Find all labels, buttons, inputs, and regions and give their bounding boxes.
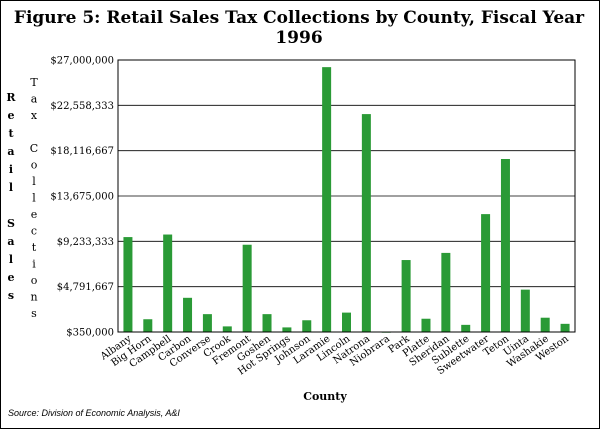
bars [123,67,570,333]
bar-weston [560,323,570,332]
axis-label-char: x [31,109,38,122]
axis-label-char: i [32,258,36,271]
axis-label-char: i [9,163,13,176]
bar-park [401,260,411,332]
bar-sweetwater [481,214,491,332]
plot-area [117,59,576,333]
axis-label-char: a [7,235,14,248]
axis-label-char: S [7,217,15,230]
axis-label-char: n [30,291,37,304]
bar-albany [123,237,133,332]
bar-fremont [242,244,252,332]
y-tick-label: $4,791,667 [57,282,114,293]
axis-label-char: e [8,109,15,122]
bar-platte [421,318,431,332]
bar-lincoln [342,312,351,332]
axis-label-char: c [31,225,37,238]
bar-hot-springs [282,327,292,332]
axis-label-char: t [32,241,37,254]
axis-label-char: s [8,289,14,302]
bar-uinta [520,289,530,332]
y-tick-label: $22,558,333 [50,101,114,112]
bar-washakie [540,317,550,332]
bar-sheridan [441,252,451,332]
y-tick-label: $9,233,333 [57,237,114,248]
axis-label-char: C [30,142,38,155]
y-tick-label: $27,000,000 [50,56,114,67]
x-axis-label: County [303,390,347,403]
axis-label-char: s [31,307,37,320]
bar-converse [202,314,212,332]
chart-title: Figure 5: Retail Sales Tax Collections b… [13,8,585,48]
axis-label-char: l [32,175,36,188]
bar-campbell [163,234,173,332]
bar-sublette [461,324,471,332]
axis-label-char: a [7,145,14,158]
bar-carbon [183,297,193,332]
y-tick-label: $350,000 [66,328,114,339]
axis-label-char: a [31,93,38,106]
axis-label-char: o [31,159,38,172]
y-tick-label: $13,675,000 [50,192,114,203]
axis-label-char: T [30,76,38,89]
bar-crook [222,326,232,332]
bar-teton [500,159,510,332]
source-note: Source: Division of Economic Analysis, A… [8,408,180,418]
bar-laramie [322,67,332,332]
axis-label-char: e [8,271,15,284]
y-tick-labels: $350,000 $4,791,667 $9,233,333 $13,675,000 $… [50,56,114,339]
axis-label-char: t [8,127,14,140]
bar-big-horn [143,319,153,332]
bar-johnson [302,320,312,332]
axis-label-char: e [31,208,38,221]
axis-label-char: o [31,274,38,287]
axis-label-char: l [9,253,13,266]
gridlines [118,104,575,288]
axis-label-char: l [32,192,36,205]
y-tick-label: $18,116,667 [50,146,114,157]
bar-natrona [361,114,371,332]
axis-label-char: l [9,181,13,194]
bar-goshen [262,314,272,332]
axis-label-char: R [6,91,16,104]
